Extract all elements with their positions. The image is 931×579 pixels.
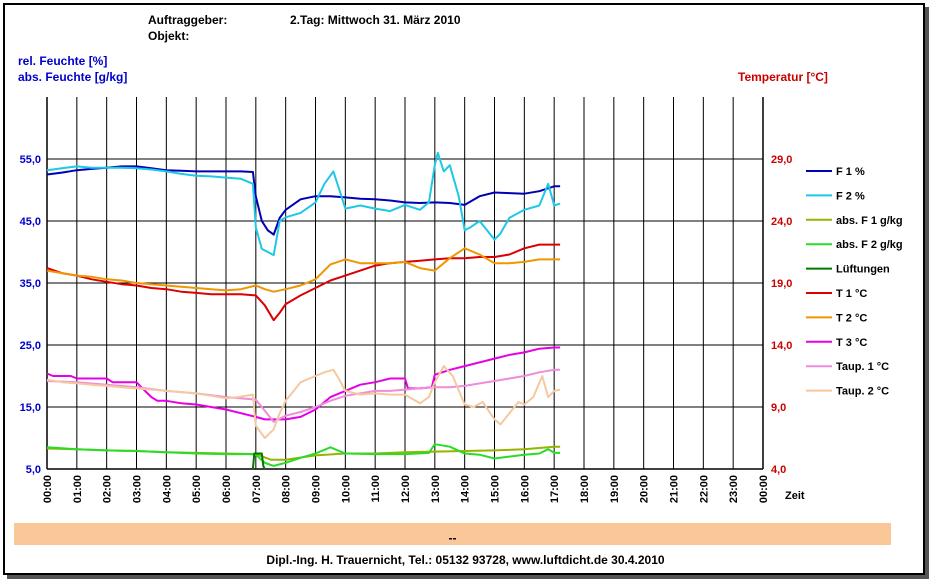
- legend-label-taup1: Taup. 1 °C: [836, 361, 889, 373]
- status-bar-text: --: [448, 531, 457, 545]
- series-line-f1: [46, 165, 561, 236]
- right-tick-label: 19,0: [771, 278, 792, 290]
- x-tick-label: 12:00: [400, 475, 412, 503]
- x-tick-label: 05:00: [191, 475, 203, 503]
- x-tick-label: 21:00: [669, 475, 681, 503]
- right-tick-label: 9,0: [771, 402, 786, 414]
- x-tick-label: 23:00: [728, 475, 740, 503]
- x-tick-label: 00:00: [758, 475, 770, 503]
- left-tick-label: 55,0: [20, 154, 41, 166]
- chart-date-title: 2.Tag: Mittwoch 31. März 2010: [290, 13, 461, 27]
- left-tick-label: 35,0: [20, 278, 41, 290]
- right-tick-label: 24,0: [771, 216, 792, 228]
- series-line-t2: [46, 247, 561, 293]
- series-line-taup1: [46, 368, 561, 423]
- series-line-taup2: [46, 365, 561, 439]
- right-tick-label: 4,0: [771, 464, 786, 476]
- left-axis-label-abs-humidity: abs. Feuchte [g/kg]: [18, 70, 128, 84]
- x-tick-label: 07:00: [251, 475, 263, 503]
- x-tick-label: 16:00: [519, 475, 531, 503]
- status-bar: --: [14, 523, 891, 545]
- left-tick-label: 5,0: [26, 464, 41, 476]
- right-tick-label: 29,0: [771, 154, 792, 166]
- legend-label-lueftungen: Lüftungen: [836, 264, 890, 276]
- left-axis-label-rel-humidity: rel. Feuchte [%]: [18, 54, 108, 68]
- x-tick-label: 08:00: [281, 475, 293, 503]
- x-tick-label: 03:00: [132, 475, 144, 503]
- x-tick-label: 09:00: [311, 475, 323, 503]
- x-tick-label: 02:00: [102, 475, 114, 503]
- right-axis-label-temperature: Temperatur [°C]: [738, 70, 828, 84]
- x-tick-label: 13:00: [430, 475, 442, 503]
- series-line-f2: [46, 151, 561, 257]
- x-tick-label: 18:00: [579, 475, 591, 503]
- left-tick-label: 25,0: [20, 340, 41, 352]
- legend-label-f2: F 2 %: [836, 190, 865, 202]
- legend-label-absf1: abs. F 1 g/kg: [836, 215, 903, 227]
- x-tick-label: 11:00: [370, 475, 382, 503]
- x-tick-label: 01:00: [72, 475, 84, 503]
- x-tick-label: 14:00: [460, 475, 472, 503]
- left-tick-label: 45,0: [20, 216, 41, 228]
- objekt-label: Objekt:: [148, 29, 190, 43]
- x-tick-label: 19:00: [609, 475, 621, 503]
- x-tick-label: 06:00: [221, 475, 233, 503]
- x-axis-label: Zeit: [785, 490, 805, 502]
- legend-label-absf2: abs. F 2 g/kg: [836, 239, 903, 251]
- x-tick-label: 22:00: [698, 475, 710, 503]
- x-tick-label: 04:00: [161, 475, 173, 503]
- x-tick-label: 20:00: [639, 475, 651, 503]
- right-tick-label: 14,0: [771, 340, 792, 352]
- left-tick-label: 15,0: [20, 402, 41, 414]
- legend-label-taup2: Taup. 2 °C: [836, 386, 889, 398]
- series-line-lueftungen: [251, 452, 266, 470]
- auftraggeber-label: Auftraggeber:: [148, 13, 228, 27]
- legend-label-f1: F 1 %: [836, 166, 865, 178]
- x-tick-label: 10:00: [340, 475, 352, 503]
- legend-label-t2: T 2 °C: [836, 312, 867, 324]
- legend-label-t3: T 3 °C: [836, 337, 867, 349]
- x-tick-label: 17:00: [549, 475, 561, 503]
- footer-credit: Dipl.-Ing. H. Trauernicht, Tel.: 05132 9…: [266, 553, 665, 567]
- x-tick-label: 00:00: [42, 475, 54, 503]
- x-tick-label: 15:00: [490, 475, 502, 503]
- legend-label-t1: T 1 °C: [836, 288, 867, 300]
- series-line-t3: [46, 346, 561, 421]
- series-line-t1: [46, 243, 561, 322]
- series-line-absf2: [46, 443, 561, 467]
